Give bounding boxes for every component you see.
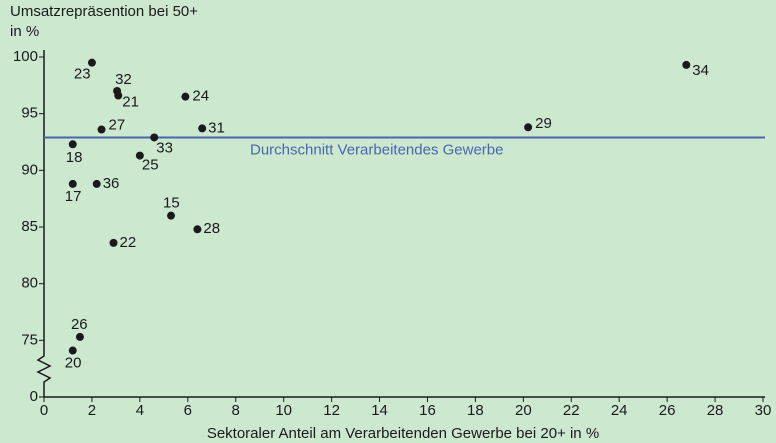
point-label: 17 <box>65 188 82 205</box>
point-label: 20 <box>65 355 82 372</box>
x-tick-label: 20 <box>515 402 532 419</box>
reference-label: Durchschnitt Verarbeitendes Gewerbe <box>250 141 503 158</box>
point-label: 25 <box>142 157 159 174</box>
y-axis-title: in % <box>10 23 39 40</box>
point-label: 23 <box>74 66 91 83</box>
x-tick-label: 0 <box>40 402 48 419</box>
y-tick-label: 75 <box>21 331 38 348</box>
point-label: 31 <box>208 119 225 136</box>
point-label: 24 <box>192 88 209 105</box>
point-label: 36 <box>103 175 120 192</box>
point <box>114 91 123 100</box>
point-label: 15 <box>163 195 180 212</box>
point <box>92 179 101 188</box>
point <box>193 225 202 234</box>
point <box>109 238 118 247</box>
x-tick-label: 26 <box>659 402 676 419</box>
x-tick-label: 22 <box>563 402 580 419</box>
point-label: 32 <box>115 71 132 88</box>
x-tick-label: 2 <box>88 402 96 419</box>
point <box>68 140 77 149</box>
x-tick-label: 24 <box>611 402 628 419</box>
y-axis-title: Umsatzrepräsention bei 50+ <box>10 3 198 20</box>
y-tick-label: 100 <box>13 48 38 65</box>
x-tick-label: 6 <box>184 402 192 419</box>
x-tick-label: 18 <box>467 402 484 419</box>
point-label: 27 <box>109 117 126 134</box>
point <box>181 92 190 101</box>
x-tick-label: 28 <box>707 402 724 419</box>
y-tick-label: 0 <box>30 388 38 405</box>
x-tick-label: 4 <box>136 402 144 419</box>
x-tick-label: 10 <box>275 402 292 419</box>
point-label: 29 <box>535 115 552 132</box>
point-label: 26 <box>71 316 88 333</box>
x-tick-label: 12 <box>323 402 340 419</box>
x-axis-title: Sektoraler Anteil am Verarbeitenden Gewe… <box>207 425 599 442</box>
point <box>97 125 106 134</box>
point <box>524 123 533 132</box>
point <box>68 346 77 355</box>
point <box>167 211 176 220</box>
point <box>198 124 207 133</box>
y-tick-label: 90 <box>21 161 38 178</box>
point <box>150 133 159 142</box>
y-axis-break <box>36 50 52 397</box>
x-tick-label: 14 <box>371 402 388 419</box>
point-label: 33 <box>156 139 173 156</box>
point-label: 21 <box>122 94 139 111</box>
y-tick-label: 85 <box>21 218 38 235</box>
point <box>135 151 144 160</box>
y-tick-label: 80 <box>21 275 38 292</box>
point-label: 28 <box>203 220 220 237</box>
point-label: 18 <box>66 149 83 166</box>
point <box>87 58 96 67</box>
point <box>75 332 84 341</box>
point <box>682 60 691 69</box>
point <box>68 179 77 188</box>
point-label: 34 <box>692 62 709 79</box>
x-tick-label: 16 <box>419 402 436 419</box>
x-tick-label: 8 <box>232 402 240 419</box>
x-tick-label: 30 <box>755 402 772 419</box>
point-label: 22 <box>120 234 137 251</box>
y-tick-label: 95 <box>21 105 38 122</box>
